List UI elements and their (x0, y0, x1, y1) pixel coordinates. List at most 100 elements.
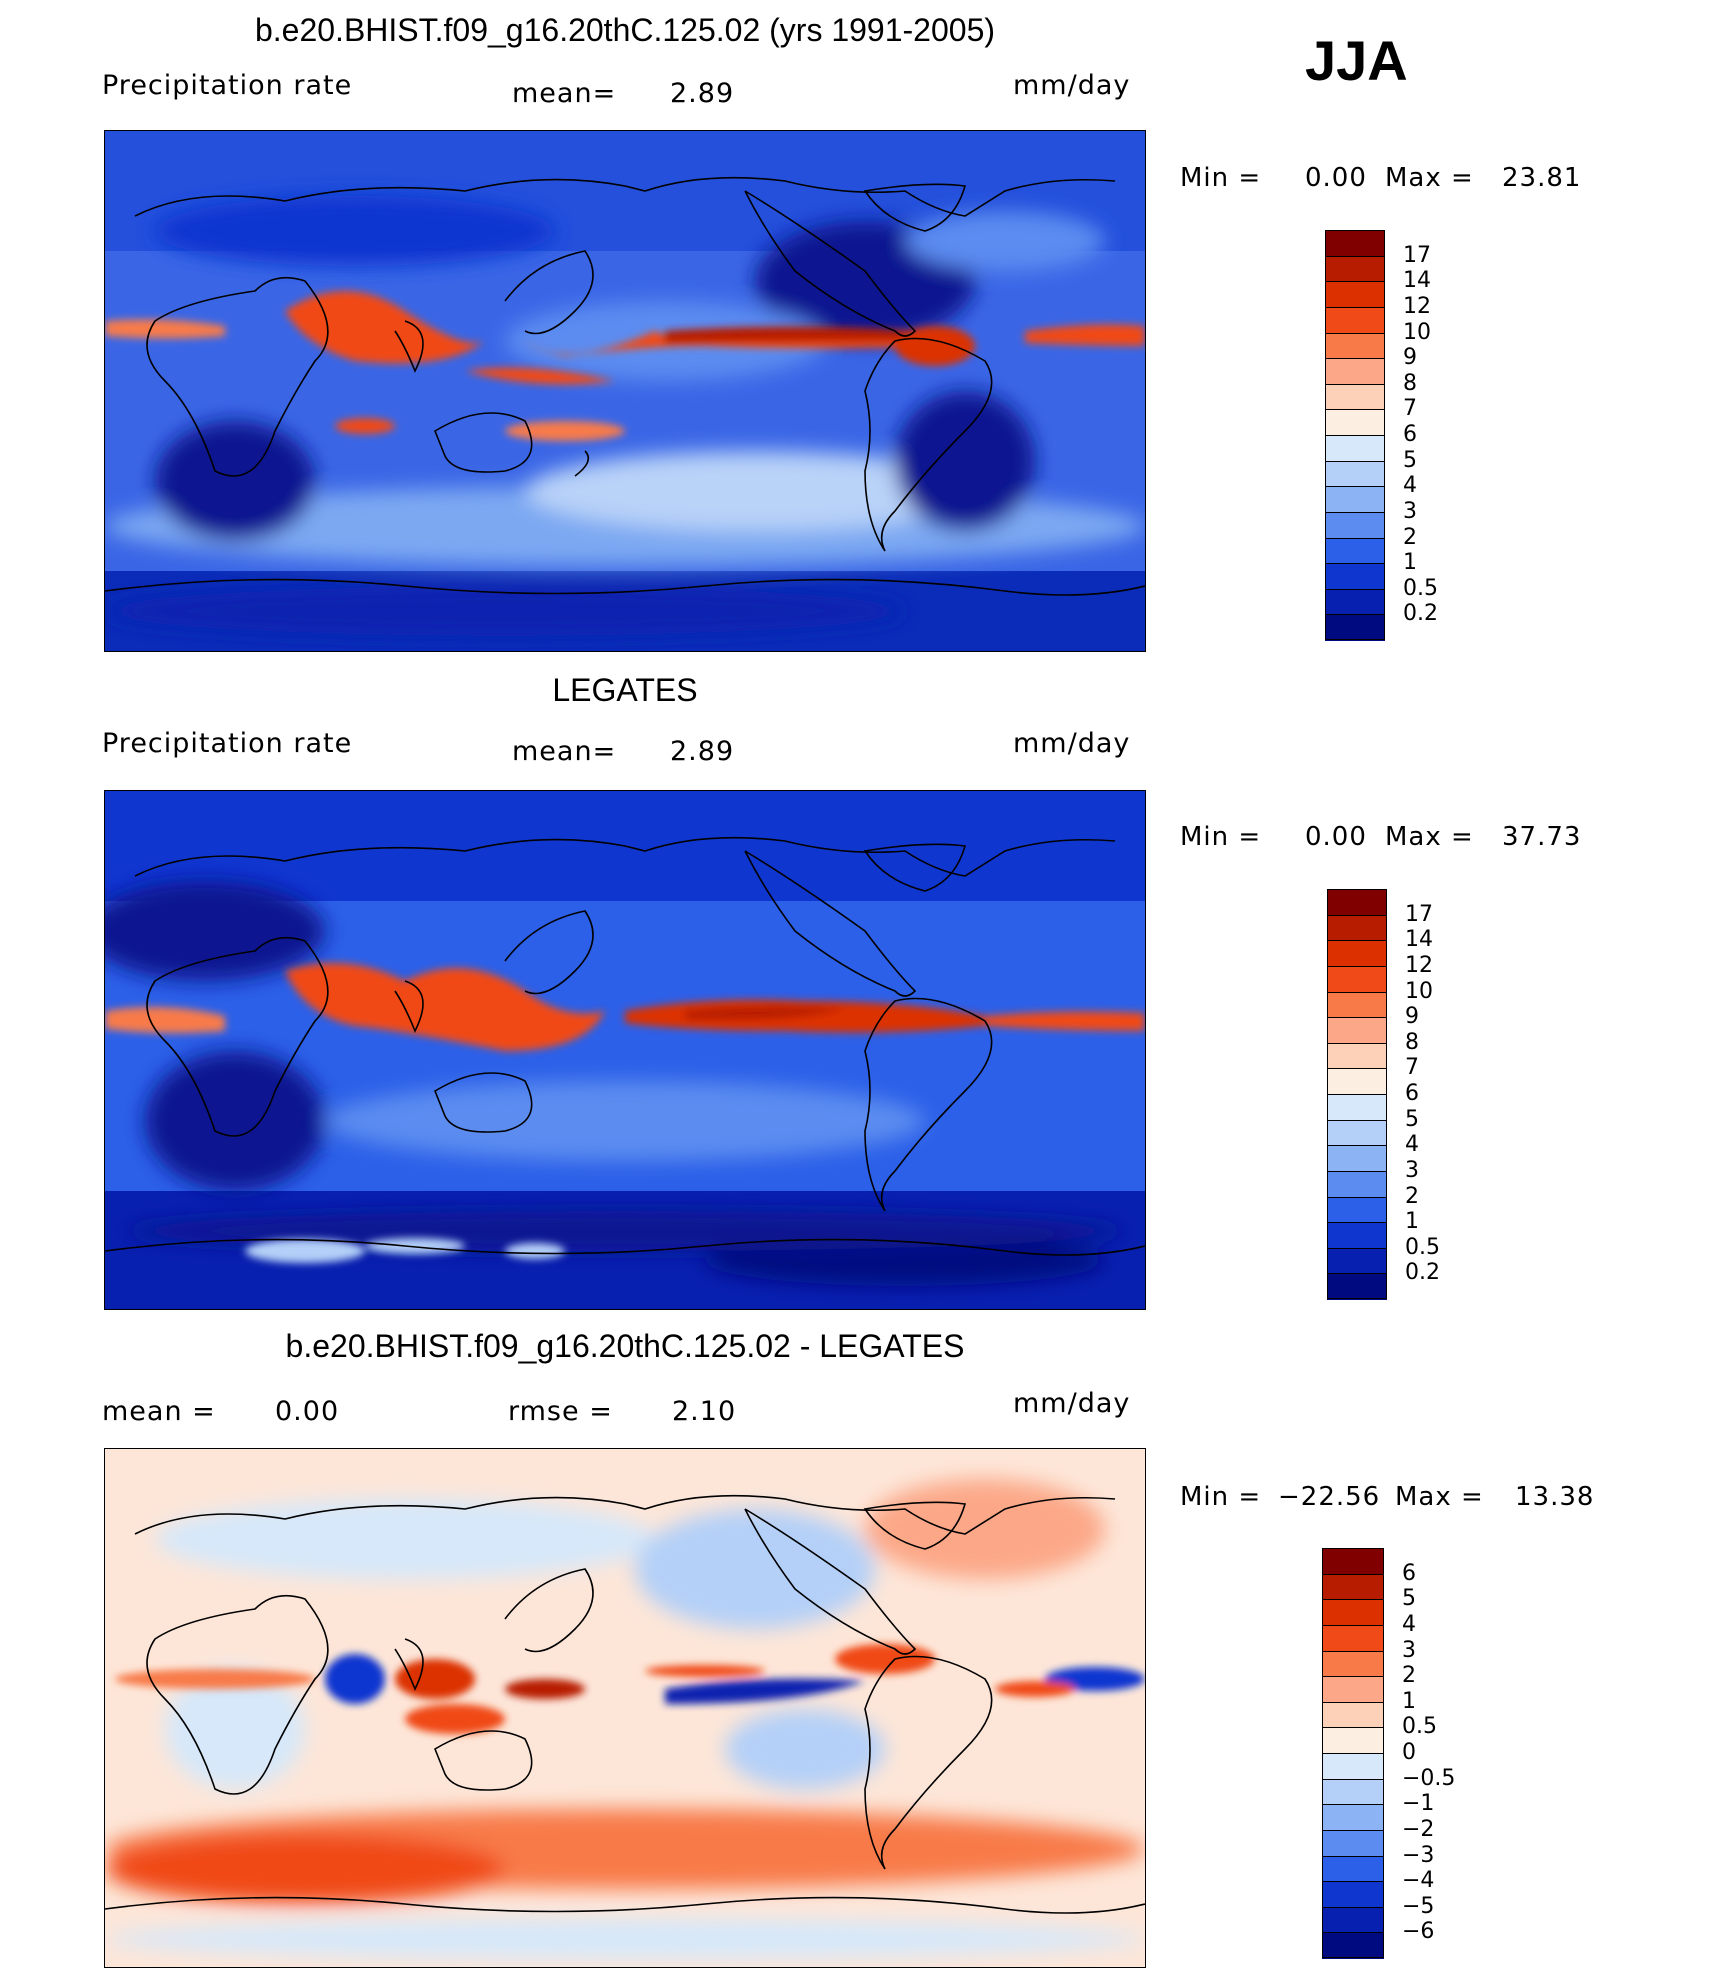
panel-3-colorbar: 6 5 4 3 2 1 0.5 0 −0.5 −1 −2 −3 −4 −5 −6 (1322, 1548, 1455, 1959)
colorbar-swatch (1325, 409, 1385, 436)
colorbar-label: 7 (1403, 396, 1417, 422)
colorbar-label: 5 (1403, 447, 1417, 473)
colorbar-label: 1 (1403, 550, 1417, 576)
colorbar-swatch (1322, 1701, 1384, 1729)
colorbar-label: 1 (1405, 1209, 1419, 1235)
panel-2-min-label: Min = (1180, 822, 1262, 852)
season-label: JJA (1305, 29, 1408, 92)
colorbar-label: −2 (1402, 1816, 1435, 1842)
panel-2-variable-label: Precipitation rate (102, 728, 353, 759)
colorbar-swatch (1322, 1624, 1384, 1652)
colorbar-swatch (1325, 537, 1385, 565)
panel-1-variable-label: Precipitation rate (102, 70, 353, 101)
panel-2-min-value: 0.00 (1305, 822, 1367, 852)
colorbar-swatch (1322, 1804, 1384, 1831)
colorbar-label: 3 (1405, 1157, 1419, 1183)
panel-2-mean-label: mean= (512, 736, 617, 767)
colorbar-label: 4 (1405, 1132, 1419, 1158)
colorbar-swatch (1325, 230, 1385, 257)
colorbar-label: 5 (1402, 1586, 1416, 1612)
colorbar-swatch (1322, 1676, 1384, 1703)
colorbar-label: 9 (1403, 345, 1417, 371)
panel-2-units: mm/day (1013, 728, 1131, 759)
colorbar-label: 12 (1403, 293, 1431, 319)
panel-3-max-label: Max = (1395, 1482, 1484, 1512)
panel-1-mean-label: mean= (512, 78, 617, 109)
colorbar-swatch (1325, 306, 1385, 334)
colorbar-label: 3 (1403, 498, 1417, 524)
colorbar-swatch (1325, 511, 1385, 539)
colorbar-label: 10 (1403, 319, 1431, 345)
colorbar-label: 8 (1403, 370, 1417, 396)
colorbar-label: 0.5 (1405, 1234, 1440, 1260)
colorbar-label: 3 (1402, 1637, 1416, 1663)
colorbar-label: 14 (1403, 268, 1431, 294)
colorbar-label: 6 (1403, 422, 1417, 447)
panel-3-units: mm/day (1013, 1388, 1131, 1419)
panel-3-min-value: −22.56 (1278, 1482, 1381, 1512)
colorbar-swatch (1325, 332, 1385, 360)
colorbar-swatch (1322, 1650, 1384, 1678)
panel-1-units: mm/day (1013, 70, 1131, 101)
colorbar-swatch (1327, 1247, 1387, 1275)
colorbar-label: −1 (1402, 1791, 1435, 1817)
colorbar-swatch (1327, 965, 1387, 993)
colorbar-swatch (1325, 281, 1385, 308)
colorbar-label: 1 (1402, 1688, 1416, 1714)
colorbar-swatch (1325, 588, 1385, 616)
colorbar-swatch (1325, 563, 1385, 590)
colorbar-swatch (1327, 1273, 1387, 1300)
colorbar-swatch (1327, 1017, 1387, 1044)
panel-3-map-graphic (105, 1479, 1145, 1959)
panel-1-map (104, 130, 1146, 652)
panel-1-map-graphic (105, 131, 1145, 651)
colorbar-label: 9 (1405, 1004, 1419, 1030)
panel-2-map (104, 790, 1146, 1310)
panel-2-max-value: 37.73 (1502, 822, 1582, 852)
colorbar-label: 0.5 (1403, 575, 1438, 601)
colorbar-swatch (1322, 1778, 1384, 1806)
panel-3-mean-label: mean = (102, 1396, 216, 1427)
colorbar-swatch (1322, 1573, 1384, 1601)
colorbar-swatch (1327, 1042, 1387, 1070)
colorbar-label: −3 (1402, 1842, 1435, 1868)
colorbar-swatch (1325, 460, 1385, 488)
colorbar-label: −4 (1402, 1868, 1435, 1894)
colorbar-swatch (1327, 1145, 1387, 1172)
colorbar-label: 0.2 (1405, 1260, 1440, 1286)
panel-2-map-graphic (105, 791, 1145, 1309)
colorbar-label: 7 (1405, 1055, 1419, 1081)
colorbar-swatch (1327, 991, 1387, 1019)
colorbar-swatch (1322, 1727, 1384, 1754)
panel-3-rmse-value: 2.10 (672, 1396, 737, 1427)
panel-3-mean-value: 0.00 (275, 1396, 340, 1427)
colorbar-label: 6 (1405, 1081, 1419, 1106)
colorbar-swatch (1327, 889, 1387, 916)
colorbar-swatch (1327, 1119, 1387, 1147)
panel-2-title: LEGATES (552, 672, 698, 708)
panel-3-rmse-label: rmse = (508, 1396, 613, 1427)
colorbar-label: 4 (1402, 1611, 1416, 1637)
colorbar-label: 2 (1402, 1663, 1416, 1689)
colorbar-swatch (1322, 1881, 1384, 1908)
colorbar-swatch (1327, 940, 1387, 967)
colorbar-swatch (1322, 1599, 1384, 1626)
colorbar-label: 0.2 (1403, 601, 1438, 627)
panel-2-mean-value: 2.89 (670, 736, 735, 767)
panel-1-min-value: 0.00 (1305, 163, 1367, 193)
panel-1-colorbar: 17 14 12 10 9 8 7 6 5 4 3 2 1 0.5 0.2 (1325, 230, 1438, 641)
colorbar-label: 17 (1403, 242, 1431, 268)
colorbar-label: 10 (1405, 978, 1433, 1004)
colorbar-label: 6 (1402, 1560, 1416, 1586)
colorbar-label: −6 (1402, 1919, 1435, 1945)
colorbar-swatch (1327, 1068, 1387, 1095)
panel-3-max-value: 13.38 (1515, 1482, 1595, 1512)
colorbar-frame (1325, 230, 1385, 640)
colorbar-label: 17 (1405, 901, 1433, 927)
colorbar-swatch (1327, 1196, 1387, 1224)
colorbar-swatch (1322, 1932, 1384, 1959)
colorbar-label: 0.5 (1402, 1714, 1437, 1740)
panel-1-min-label: Min = (1180, 163, 1262, 193)
colorbar-swatch (1325, 486, 1385, 513)
colorbar-frame (1322, 1548, 1384, 1958)
